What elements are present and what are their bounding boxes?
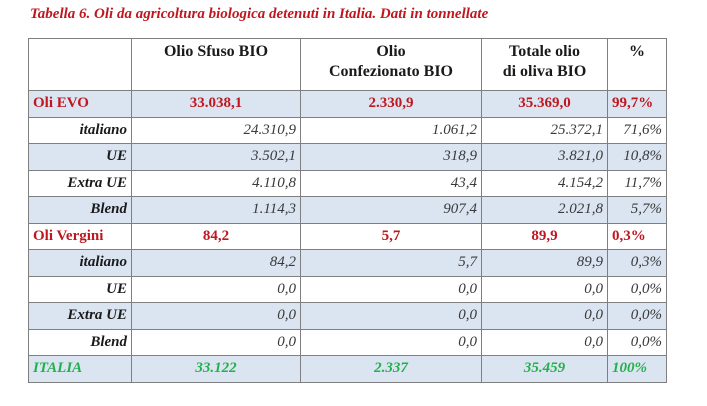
header-percent: % <box>607 38 667 91</box>
cell-confezionato: 5,7 <box>300 222 482 250</box>
cell-confezionato: 2.337 <box>300 355 482 383</box>
row-label: ITALIA <box>28 355 132 383</box>
cell-sfuso: 33.038,1 <box>131 90 301 118</box>
row-label: italiano <box>28 249 132 277</box>
cell-totale: 35.369,0 <box>481 90 608 118</box>
table-row-oli-evo: Oli EVO 33.038,1 2.330,9 35.369,0 99,7% <box>28 90 667 118</box>
cell-totale: 4.154,2 <box>481 169 608 197</box>
row-label: Oli Vergini <box>28 222 132 250</box>
cell-percent: 0,3% <box>607 222 667 250</box>
cell-totale: 89,9 <box>481 249 608 277</box>
cell-confezionato: 5,7 <box>300 249 482 277</box>
cell-sfuso: 33.122 <box>131 355 301 383</box>
cell-totale: 0,0 <box>481 275 608 303</box>
table-row: italiano 84,2 5,7 89,9 0,3% <box>28 249 667 277</box>
cell-confezionato: 2.330,9 <box>300 90 482 118</box>
header-olio-sfuso: Olio Sfuso BIO <box>131 38 301 91</box>
cell-percent: 99,7% <box>607 90 667 118</box>
cell-sfuso: 0,0 <box>131 302 301 330</box>
table-row: Extra UE 4.110,8 43,4 4.154,2 11,7% <box>28 169 667 197</box>
header-blank <box>28 38 132 91</box>
table-row-oli-vergini: Oli Vergini 84,2 5,7 89,9 0,3% <box>28 222 667 250</box>
cell-confezionato: 318,9 <box>300 143 482 171</box>
olive-oil-table: Olio Sfuso BIO Olio Confezionato BIO Tot… <box>28 38 667 383</box>
row-label: UE <box>28 275 132 303</box>
cell-sfuso: 84,2 <box>131 222 301 250</box>
header-olio-confezionato-line2: Confezionato BIO <box>329 63 453 80</box>
row-label: Blend <box>28 196 132 224</box>
header-totale: Totale olio di oliva BIO <box>481 38 608 91</box>
cell-confezionato: 907,4 <box>300 196 482 224</box>
table-row: Blend 1.114,3 907,4 2.021,8 5,7% <box>28 196 667 224</box>
row-label: Extra UE <box>28 302 132 330</box>
cell-percent: 11,7% <box>607 169 667 197</box>
cell-percent: 0,0% <box>607 328 667 356</box>
table-row: Blend 0,0 0,0 0,0 0,0% <box>28 328 667 356</box>
cell-confezionato: 0,0 <box>300 275 482 303</box>
cell-sfuso: 24.310,9 <box>131 116 301 144</box>
table-row: UE 0,0 0,0 0,0 0,0% <box>28 275 667 303</box>
cell-confezionato: 0,0 <box>300 302 482 330</box>
cell-confezionato: 43,4 <box>300 169 482 197</box>
cell-percent: 0,3% <box>607 249 667 277</box>
table-row: Extra UE 0,0 0,0 0,0 0,0% <box>28 302 667 330</box>
row-label: Extra UE <box>28 169 132 197</box>
cell-totale: 0,0 <box>481 302 608 330</box>
cell-percent: 100% <box>607 355 667 383</box>
table-row: italiano 24.310,9 1.061,2 25.372,1 71,6% <box>28 116 667 144</box>
table-caption: Tabella 6. Oli da agricoltura biologica … <box>30 6 489 22</box>
cell-percent: 5,7% <box>607 196 667 224</box>
cell-sfuso: 0,0 <box>131 275 301 303</box>
cell-percent: 71,6% <box>607 116 667 144</box>
row-label: Oli EVO <box>28 90 132 118</box>
cell-sfuso: 3.502,1 <box>131 143 301 171</box>
cell-percent: 0,0% <box>607 275 667 303</box>
header-olio-confezionato-line1: Olio <box>376 43 406 60</box>
cell-confezionato: 1.061,2 <box>300 116 482 144</box>
header-totale-line2: di oliva BIO <box>502 63 587 80</box>
cell-totale: 89,9 <box>481 222 608 250</box>
row-label: UE <box>28 143 132 171</box>
cell-totale: 3.821,0 <box>481 143 608 171</box>
header-olio-confezionato: Olio Confezionato BIO <box>300 38 482 91</box>
cell-sfuso: 4.110,8 <box>131 169 301 197</box>
cell-totale: 25.372,1 <box>481 116 608 144</box>
table-row-italia-total: ITALIA 33.122 2.337 35.459 100% <box>28 355 667 383</box>
cell-percent: 0,0% <box>607 302 667 330</box>
cell-percent: 10,8% <box>607 143 667 171</box>
cell-totale: 0,0 <box>481 328 608 356</box>
cell-sfuso: 84,2 <box>131 249 301 277</box>
header-row: Olio Sfuso BIO Olio Confezionato BIO Tot… <box>28 38 667 91</box>
table-row: UE 3.502,1 318,9 3.821,0 10,8% <box>28 143 667 171</box>
header-totale-line1: Totale olio <box>509 43 580 60</box>
row-label: italiano <box>28 116 132 144</box>
cell-sfuso: 0,0 <box>131 328 301 356</box>
cell-totale: 35.459 <box>481 355 608 383</box>
cell-totale: 2.021,8 <box>481 196 608 224</box>
cell-confezionato: 0,0 <box>300 328 482 356</box>
cell-sfuso: 1.114,3 <box>131 196 301 224</box>
row-label: Blend <box>28 328 132 356</box>
